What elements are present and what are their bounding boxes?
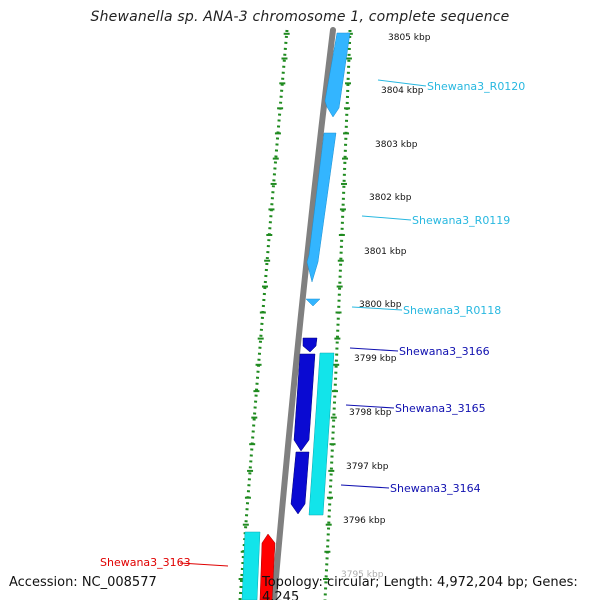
cds-shewana3-3163: [259, 533, 276, 600]
scale-label: 3797 kbp: [346, 462, 389, 472]
scale-label: 3800 kbp: [359, 300, 402, 310]
gene-labels: Shewana3_R0120 Shewana3_R0119 Shewana3_R…: [100, 80, 525, 569]
scale-label: 3804 kbp: [381, 86, 424, 96]
scale-label: 3796 kbp: [343, 516, 386, 526]
ruler-track-outer: [323, 29, 352, 600]
ruler-major-ticks: [238, 32, 353, 580]
rna-gene-r0120: [324, 32, 351, 118]
label-leader-lines: [179, 79, 427, 567]
topology-text: Topology: circular; Length: 4,972,204 bp…: [262, 575, 578, 600]
cds-shewana3-3165: [293, 353, 316, 452]
rna-gene-r0118: [305, 298, 321, 307]
leader-r0119: [361, 215, 412, 221]
leader-r0118: [351, 306, 403, 311]
cds-forward-upper: [308, 352, 335, 516]
scale-label: 3803 kbp: [375, 140, 418, 150]
leader-r0120: [377, 79, 427, 87]
leader-3165: [345, 404, 395, 409]
highlight-cds-track: [259, 533, 276, 600]
leader-3166: [349, 347, 399, 352]
scale-label: 3798 kbp: [349, 408, 392, 418]
gene-label-3166: Shewana3_3166: [399, 345, 490, 358]
cds-shewana3-3164: [290, 451, 310, 515]
leader-3164: [340, 484, 390, 489]
reverse-cds-track: [290, 337, 318, 515]
scale-label: 3805 kbp: [388, 33, 431, 43]
gene-label-3163: Shewana3_3163: [100, 556, 191, 569]
gene-label-r0118: Shewana3_R0118: [403, 304, 501, 317]
gene-label-3164: Shewana3_3164: [390, 482, 481, 495]
map-title: Shewanella sp. ANA-3 chromosome 1, compl…: [90, 9, 510, 25]
forward-cds-track: [241, 352, 335, 600]
scale-label-faded: 3795 kbp: [341, 570, 384, 580]
rna-gene-track: [305, 32, 351, 307]
rna-gene-r0119: [306, 132, 337, 283]
cds-shewana3-3166: [302, 337, 318, 353]
scale-label: 3799 kbp: [354, 354, 397, 364]
scale-label: 3801 kbp: [364, 247, 407, 257]
kbp-scale: 3805 kbp 3804 kbp 3803 kbp 3802 kbp 3801…: [341, 33, 431, 580]
gene-label-r0120: Shewana3_R0120: [427, 80, 525, 93]
gene-label-r0119: Shewana3_R0119: [412, 214, 510, 227]
leader-3163: [179, 562, 229, 567]
scale-label: 3802 kbp: [369, 193, 412, 203]
cds-forward-lower: [241, 531, 261, 600]
accession-text: Accession: NC_008577: [9, 575, 157, 590]
gene-label-3165: Shewana3_3165: [395, 402, 486, 415]
chromosome-backbone: [271, 27, 336, 600]
